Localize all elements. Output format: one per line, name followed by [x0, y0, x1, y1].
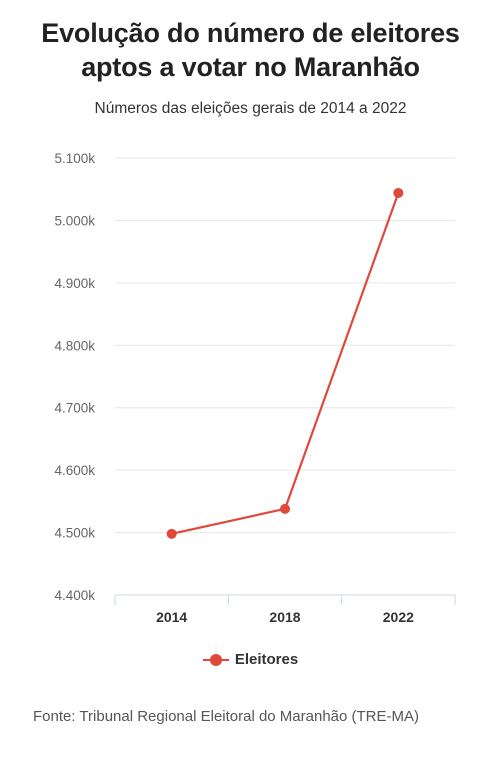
gridlines	[115, 157, 455, 534]
y-tick-label: 5.100k	[54, 151, 95, 166]
y-tick-label: 5.000k	[54, 213, 95, 228]
line-chart: 4.400k 4.500k 4.600k 4.700k 4.800k 4.900k 5.00…	[54, 151, 456, 625]
series-line	[171, 192, 400, 535]
y-tick-label: 4.800k	[54, 338, 95, 353]
x-tick-label: 2022	[383, 609, 414, 625]
legend-marker-icon	[202, 653, 229, 667]
y-tick-label: 4.500k	[54, 526, 95, 541]
data-point	[166, 528, 177, 539]
data-point	[280, 503, 290, 514]
y-tick-label: 4.400k	[54, 588, 95, 603]
y-axis-ticks: 4.400k 4.500k 4.600k 4.700k 4.800k 4.900k 5.00…	[54, 151, 95, 603]
chart-subtitle: Números das eleições gerais de 2014 a 20…	[94, 100, 407, 117]
x-tick-label: 2014	[156, 609, 187, 625]
data-point	[393, 187, 404, 198]
series-eleitores	[166, 187, 404, 539]
legend[interactable]: Eleitores	[0, 651, 501, 668]
legend-label-eleitores: Eleitores	[234, 651, 299, 668]
legend-dot	[209, 653, 222, 666]
y-tick-label: 4.600k	[54, 463, 95, 478]
x-tick-label: 2018	[269, 609, 300, 625]
y-tick-label: 4.700k	[54, 401, 95, 416]
y-tick-label: 4.900k	[54, 276, 95, 291]
source-note: Fonte: Tribunal Regional Eleitoral do Ma…	[33, 708, 420, 725]
chart-title: Evolução do número de eleitores aptos a …	[41, 18, 460, 82]
x-axis: 2014 2018 2022	[114, 594, 456, 625]
